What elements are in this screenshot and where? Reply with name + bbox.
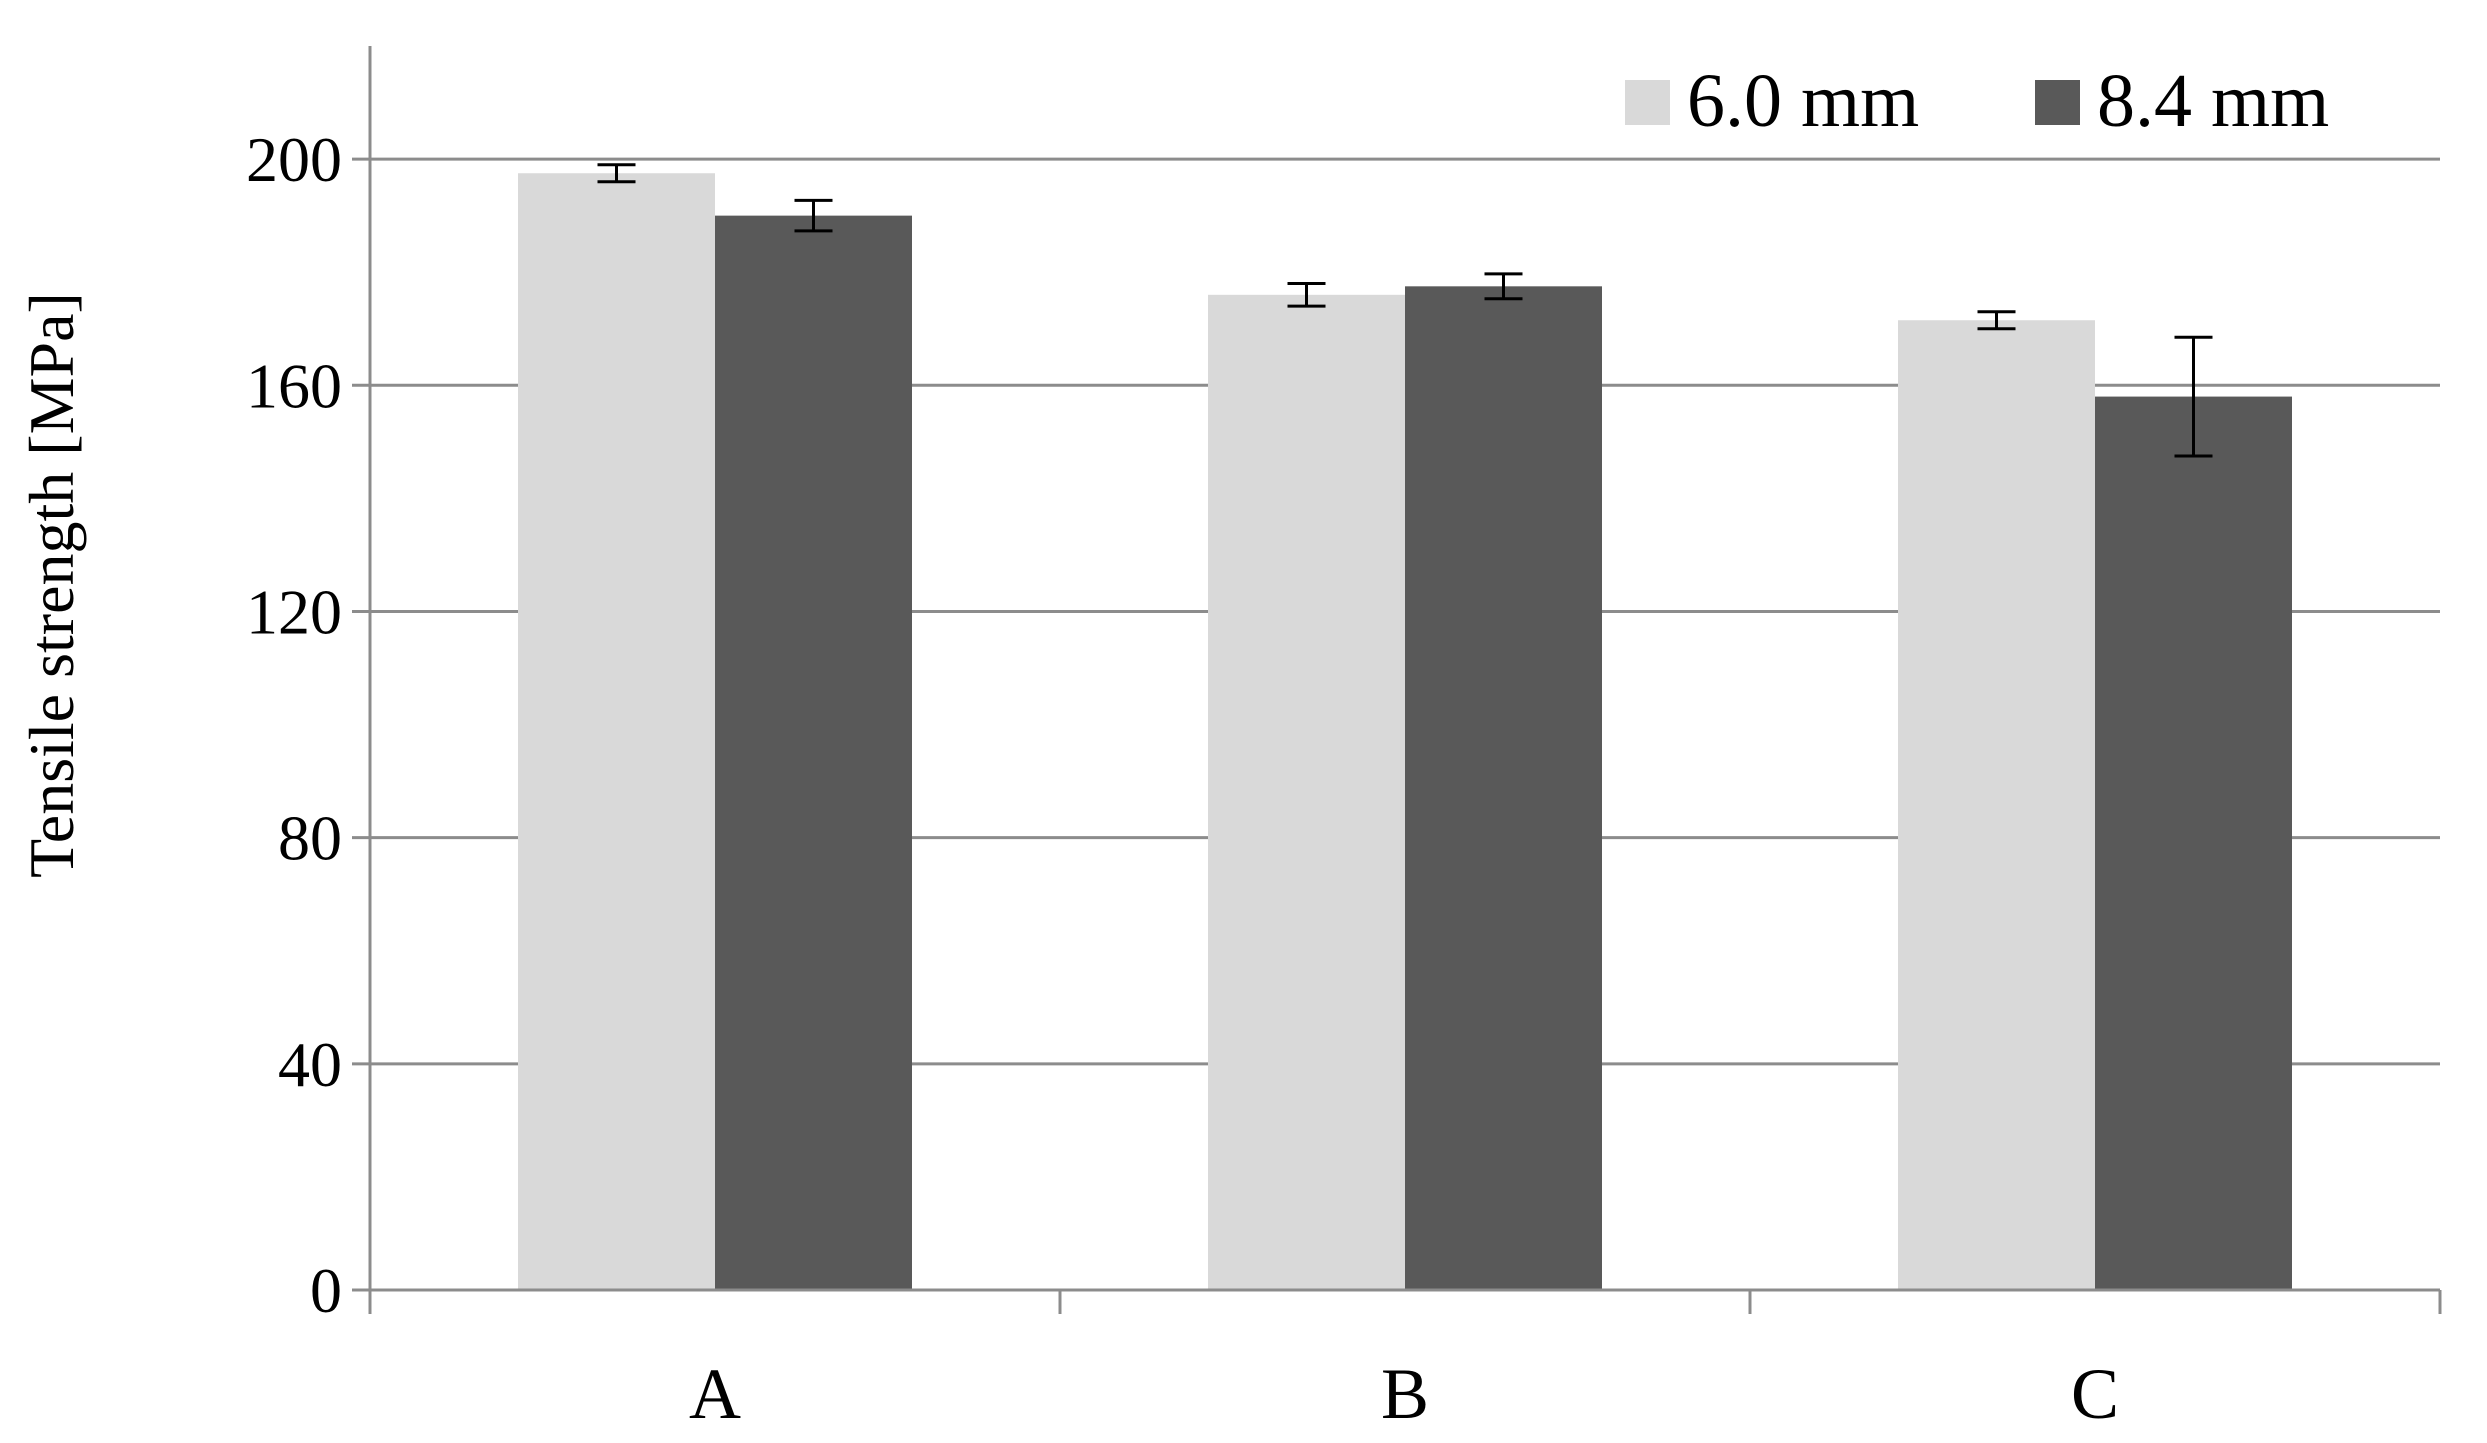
x-category-label: A bbox=[689, 1354, 741, 1434]
y-tick-label: 40 bbox=[278, 1029, 342, 1100]
bar bbox=[1208, 294, 1405, 1290]
error-bar bbox=[1484, 272, 1523, 301]
legend-label: 6.0 mm bbox=[1687, 59, 1919, 143]
bar bbox=[1898, 320, 2095, 1290]
y-tick-label: 80 bbox=[278, 803, 342, 874]
x-category-labels: A B C bbox=[689, 1354, 2119, 1434]
legend-label: 8.4 mm bbox=[2097, 59, 2329, 143]
y-axis-title: Tensile strength [MPa] bbox=[16, 292, 87, 878]
x-category-label: C bbox=[2071, 1354, 2119, 1434]
bar bbox=[1405, 286, 1602, 1290]
y-tick-labels: 0 40 80 120 160 200 bbox=[246, 124, 342, 1326]
legend: 6.0 mm 8.4 mm bbox=[1625, 59, 2329, 143]
legend-swatch bbox=[2035, 80, 2080, 125]
y-tick-label: 0 bbox=[310, 1255, 342, 1326]
bar bbox=[2095, 396, 2292, 1291]
error-bars bbox=[597, 163, 2213, 458]
y-tick-label: 200 bbox=[246, 124, 342, 195]
y-tick-label: 160 bbox=[246, 350, 342, 421]
bar bbox=[715, 215, 912, 1291]
x-category-label: B bbox=[1381, 1354, 1429, 1434]
legend-item: 6.0 mm bbox=[1625, 59, 1919, 143]
bars bbox=[518, 173, 2292, 1291]
y-tick-label: 120 bbox=[246, 576, 342, 647]
error-bar bbox=[794, 198, 833, 233]
error-bar bbox=[1977, 310, 2016, 331]
axes bbox=[368, 46, 2442, 1314]
error-bar bbox=[2174, 335, 2213, 458]
legend-swatch bbox=[1625, 80, 1670, 125]
error-bar bbox=[597, 163, 636, 184]
legend-item: 8.4 mm bbox=[2035, 59, 2329, 143]
error-bar bbox=[1287, 281, 1326, 308]
bar bbox=[518, 173, 715, 1290]
